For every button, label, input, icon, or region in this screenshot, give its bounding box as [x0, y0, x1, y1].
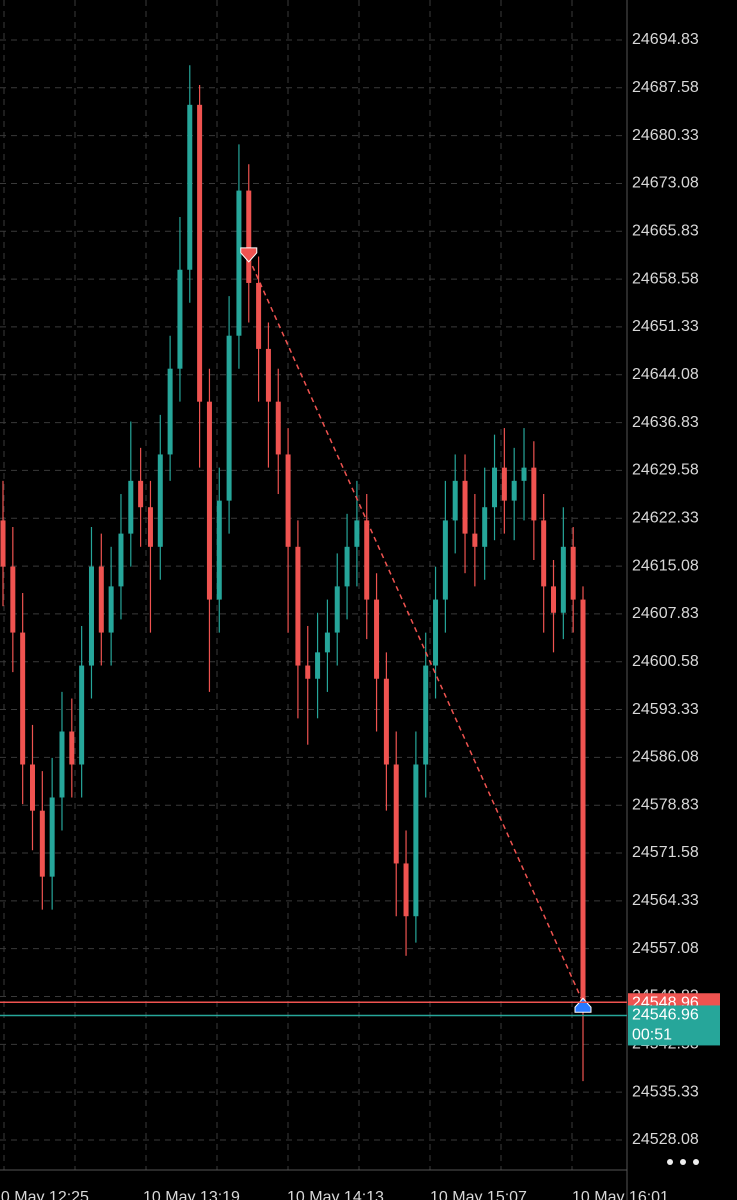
dot	[693, 1159, 699, 1165]
y-tick-label: 24694.83	[632, 31, 699, 48]
candle-body	[88, 566, 94, 666]
y-tick-label: 24651.33	[632, 318, 699, 335]
y-tick-label: 24636.83	[632, 414, 699, 431]
sell-marker	[240, 247, 258, 263]
y-tick-label: 24528.08	[632, 1131, 699, 1148]
candle-body	[108, 586, 114, 633]
candle-body	[472, 533, 478, 547]
candle-body	[275, 401, 281, 455]
candle-body	[570, 546, 576, 600]
y-tick-label: 24564.33	[632, 892, 699, 909]
y-tick-label: 24673.08	[632, 175, 699, 192]
menu-dots[interactable]	[667, 1159, 699, 1165]
candle-body	[305, 665, 311, 679]
y-tick-label: 24557.08	[632, 940, 699, 957]
candle-body	[374, 599, 380, 679]
candle-body	[138, 480, 144, 508]
candle-body	[10, 566, 16, 633]
y-tick-label: 24680.33	[632, 127, 699, 144]
x-tick-label: 10 May 14:13	[287, 1189, 384, 1200]
candle-body	[344, 546, 350, 587]
candle-body	[462, 480, 468, 534]
y-tick-label: 24578.83	[632, 796, 699, 813]
x-tick-label: 10 May 12:25	[0, 1189, 89, 1200]
candle-body	[0, 520, 6, 567]
candle-body	[157, 454, 163, 547]
y-tick-label: 24665.83	[632, 223, 699, 240]
candle-body	[256, 282, 262, 349]
candle-body	[521, 467, 527, 481]
y-tick-label: 24600.58	[632, 653, 699, 670]
dot	[667, 1159, 673, 1165]
y-tick-label: 24644.08	[632, 366, 699, 383]
y-tick-label: 24622.33	[632, 509, 699, 526]
y-tick-label: 24535.33	[632, 1083, 699, 1100]
trade-line	[248, 257, 584, 1003]
candle-body	[29, 764, 35, 811]
y-tick-label: 24593.33	[632, 701, 699, 718]
candle-body	[265, 348, 271, 402]
candle-body	[206, 401, 212, 600]
candle-body	[226, 335, 232, 501]
candle-body	[442, 520, 448, 600]
ask-box	[628, 1005, 720, 1046]
candle-body	[216, 500, 222, 600]
candle-body	[79, 665, 85, 765]
candle-body	[128, 480, 134, 534]
candle-body	[187, 104, 193, 270]
x-tick-label: 10 May 13:19	[143, 1189, 240, 1200]
candle-body	[246, 190, 252, 283]
candle-body	[403, 863, 409, 917]
candle-body	[285, 454, 291, 547]
candle-body	[551, 586, 557, 613]
candle-body	[482, 507, 488, 547]
candle-body	[167, 368, 173, 455]
candle-body	[492, 467, 498, 508]
x-tick-label: 10 May 15:07	[430, 1189, 527, 1200]
candle-body	[236, 190, 242, 336]
candle-body	[324, 632, 330, 653]
candle-body	[315, 652, 321, 679]
ask-label: 24546.96	[632, 1007, 699, 1024]
y-tick-label: 24615.08	[632, 557, 699, 574]
candle-body	[531, 467, 537, 521]
candle-body	[364, 520, 370, 600]
candle-body	[541, 520, 547, 587]
y-tick-label: 24658.58	[632, 270, 699, 287]
countdown: 00:51	[632, 1027, 672, 1044]
y-tick-label: 24687.58	[632, 79, 699, 96]
candle-body	[354, 520, 360, 547]
candle-body	[69, 731, 75, 765]
candle-body	[59, 731, 65, 798]
y-tick-label: 24607.83	[632, 605, 699, 622]
candle-body	[98, 566, 104, 633]
candle-body	[197, 104, 203, 402]
candle-body	[423, 665, 429, 765]
candle-body	[383, 678, 389, 765]
candle-body	[560, 546, 566, 613]
candle-body	[433, 599, 439, 666]
candle-body	[20, 632, 26, 765]
y-tick-label: 24629.58	[632, 462, 699, 479]
y-tick-label: 24586.08	[632, 749, 699, 766]
candle-body	[177, 269, 183, 369]
candle-body	[39, 810, 45, 877]
dot	[680, 1159, 686, 1165]
candle-body	[334, 586, 340, 633]
candle-body	[118, 533, 124, 587]
y-tick-label: 24571.58	[632, 844, 699, 861]
candle-body	[501, 467, 507, 501]
candle-body	[49, 797, 55, 877]
candle-body	[393, 764, 399, 864]
candle-body	[413, 764, 419, 917]
candle-body	[580, 599, 586, 1003]
x-tick-label: 10 May 16:01	[572, 1189, 669, 1200]
candle-body	[295, 546, 301, 666]
candle-body	[147, 507, 153, 547]
candle-body	[452, 480, 458, 521]
candle-body	[511, 480, 517, 501]
